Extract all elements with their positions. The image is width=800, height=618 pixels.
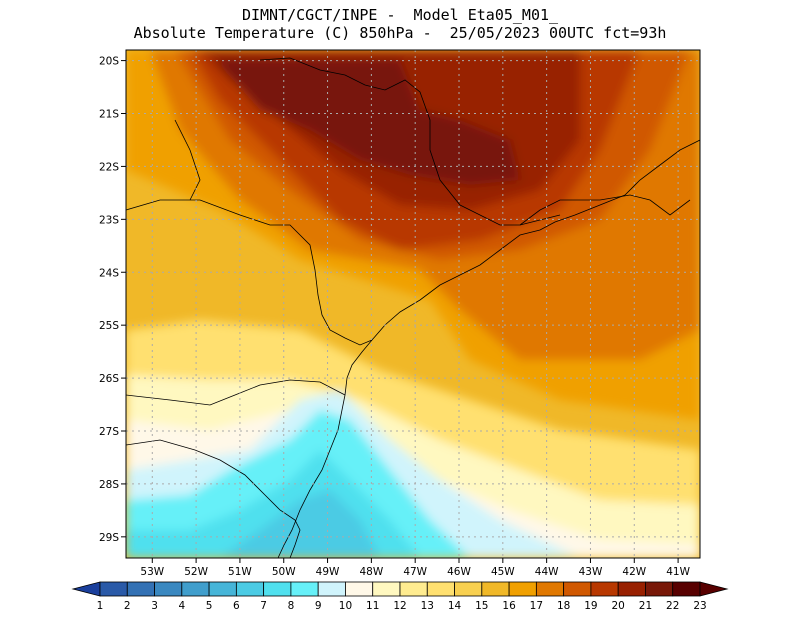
- colorbar-cell: [345, 581, 374, 597]
- colorbar-label: 13: [421, 600, 434, 612]
- colorbar-label: 23: [693, 600, 706, 612]
- colorbar-cell: [563, 581, 592, 597]
- colorbar-label: 8: [288, 600, 295, 612]
- colorbar-label: 15: [475, 600, 488, 612]
- colorbar-cell: [317, 581, 346, 597]
- colorbar-label: 4: [178, 600, 185, 612]
- latitude-axis: 20S 21S 22S 23S 24S 25S 26S 27S 28S 29S: [99, 56, 126, 544]
- lat-tick-label: 26S: [99, 373, 119, 385]
- lat-tick-label: 21S: [99, 109, 119, 121]
- map-title-line1: DIMNT/CGCT/INPE - Model Eta05_M01_: [241, 6, 559, 24]
- colorbar-cell: [426, 581, 455, 597]
- colorbar-cell: [372, 581, 401, 597]
- lon-tick-label: 43W: [579, 566, 603, 578]
- colorbar-cell: [645, 581, 674, 597]
- colorbar-cell: [590, 581, 619, 597]
- map-frame: [125, 49, 701, 559]
- colorbar-cell: [672, 581, 701, 597]
- lon-tick-label: 47W: [403, 566, 427, 578]
- colorbar-label: 21: [639, 600, 652, 612]
- coastline-borders: [126, 57, 700, 558]
- lat-tick-label: 20S: [99, 56, 119, 68]
- colorbar-label: 18: [557, 600, 570, 612]
- lat-tick-label: 25S: [99, 320, 119, 332]
- colorbar-cell: [290, 581, 319, 597]
- colorbar-label: 10: [339, 600, 352, 612]
- lon-tick-label: 46W: [447, 566, 471, 578]
- lon-tick-label: 42W: [622, 566, 646, 578]
- colorbar-label: 2: [124, 600, 131, 612]
- colorbar-cell: [99, 581, 128, 597]
- graticule: [126, 50, 700, 558]
- colorbar-label: 1: [97, 600, 104, 612]
- lon-tick-label: 50W: [272, 566, 296, 578]
- colorbar-cell: [535, 581, 565, 597]
- lat-tick-label: 23S: [99, 214, 119, 226]
- lon-tick-label: 51W: [228, 566, 252, 578]
- colorbar-cell: [399, 581, 428, 597]
- colorbar-label: 9: [315, 600, 322, 612]
- lon-tick-label: 44W: [535, 566, 559, 578]
- lon-tick-label: 53W: [140, 566, 164, 578]
- colorbar-cell: [617, 581, 646, 597]
- lon-tick-label: 41W: [666, 566, 690, 578]
- colorbar-cell: [454, 581, 483, 597]
- colorbar-label: 12: [393, 600, 406, 612]
- colorbar-label: 19: [584, 600, 597, 612]
- lon-tick-label: 48W: [359, 566, 383, 578]
- lat-tick-label: 22S: [99, 161, 119, 173]
- lat-tick-label: 29S: [99, 532, 119, 544]
- colorbar-label: 22: [666, 600, 679, 612]
- colorbar-label: 7: [260, 600, 267, 612]
- colorbar-label: 17: [530, 600, 543, 612]
- colorbar-label: 6: [233, 600, 240, 612]
- lon-tick-label: 52W: [184, 566, 208, 578]
- colorbar-cell: [263, 581, 292, 597]
- lon-tick-label: 45W: [491, 566, 515, 578]
- colorbar-label: 14: [448, 600, 462, 612]
- longitude-axis: 53W 52W 51W 50W 49W 48W 47W 46W 45W 44W 43W 42W 41W: [140, 558, 691, 578]
- lat-tick-label: 28S: [99, 479, 119, 491]
- colorbar-arrow-low: [71, 581, 101, 597]
- colorbar-cell: [181, 581, 210, 597]
- colorbar-label: 11: [366, 600, 379, 612]
- colorbar-cell: [208, 581, 237, 597]
- colorbar-label: 5: [206, 600, 213, 612]
- colorbar: 1 2 3 4 5 6 7 8 9 10 11 12 13 14 15 16 17 18 19 20 21 22 23: [71, 581, 729, 612]
- colorbar-cell: [154, 581, 183, 597]
- colorbar-cell: [481, 581, 510, 597]
- lat-tick-label: 27S: [99, 426, 119, 438]
- colorbar-cell: [126, 581, 155, 597]
- colorbar-label: 20: [611, 600, 624, 612]
- colorbar-label: 3: [151, 600, 158, 612]
- temperature-field: [126, 50, 700, 558]
- colorbar-label: 16: [502, 600, 516, 612]
- map-title-line2: Absolute Temperature (C) 850hPa - 25/05/…: [133, 24, 667, 42]
- colorbar-cell: [235, 581, 265, 597]
- lon-tick-label: 49W: [316, 566, 340, 578]
- lat-tick-label: 24S: [99, 267, 119, 279]
- colorbar-arrow-high: [699, 581, 729, 597]
- colorbar-cell: [508, 581, 537, 597]
